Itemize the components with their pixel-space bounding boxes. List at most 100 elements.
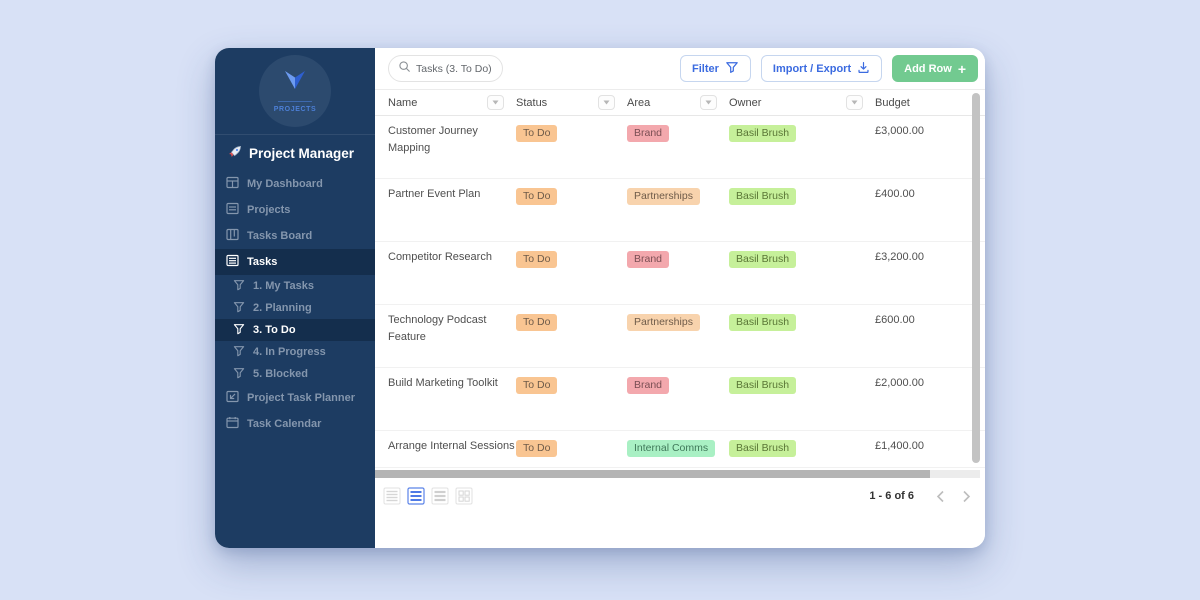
sidebar-item-label: 4. In Progress xyxy=(253,346,326,358)
column-menu-button[interactable] xyxy=(700,95,717,110)
vertical-scrollbar-thumb[interactable] xyxy=(972,93,980,463)
column-label: Owner xyxy=(729,96,762,109)
status-badge: To Do xyxy=(516,251,558,268)
chevron-left-icon[interactable] xyxy=(936,490,945,503)
sidebar-item-in-progress[interactable]: 4. In Progress xyxy=(215,341,375,363)
table-row[interactable]: Customer Journey Mapping To Do Brand Bas… xyxy=(375,116,985,179)
row-height-tall-icon[interactable] xyxy=(431,487,449,505)
funnel-icon xyxy=(233,301,245,316)
sidebar-item-planning[interactable]: 2. Planning xyxy=(215,297,375,319)
pagination-label: 1 - 6 of 6 xyxy=(869,490,914,502)
table-row[interactable]: Build Marketing Toolkit To Do Brand Basi… xyxy=(375,368,985,431)
column-menu-button[interactable] xyxy=(487,95,504,110)
table-header: Name Status Area Owner Budget xyxy=(375,90,985,116)
search-input[interactable] xyxy=(416,62,493,75)
cell-name: Customer Journey Mapping xyxy=(388,125,478,154)
owner-badge: Basil Brush xyxy=(729,377,797,394)
sidebar-item-projects[interactable]: Projects xyxy=(215,197,375,223)
funnel-icon xyxy=(233,279,245,294)
owner-badge: Basil Brush xyxy=(729,188,797,205)
row-height-toggle-group xyxy=(383,487,473,505)
cell-budget: £2,000.00 xyxy=(875,377,924,389)
cell-name: Partner Event Plan xyxy=(388,188,481,200)
area-badge: Partnerships xyxy=(627,188,700,205)
filter-button[interactable]: Filter xyxy=(680,55,751,82)
status-badge: To Do xyxy=(516,125,558,142)
import-export-button[interactable]: Import / Export xyxy=(760,55,883,82)
status-badge: To Do xyxy=(516,440,558,457)
sidebar-item-label: 2. Planning xyxy=(253,302,312,314)
table-footer: 1 - 6 of 6 xyxy=(375,480,985,512)
column-menu-button[interactable] xyxy=(846,95,863,110)
area-badge: Brand xyxy=(627,125,670,142)
app-title-label: Project Manager xyxy=(249,145,355,161)
tasks-icon xyxy=(226,254,239,270)
column-header-status: Status xyxy=(516,95,627,110)
search-box[interactable] xyxy=(388,55,503,82)
sidebar-item-label: My Dashboard xyxy=(247,178,323,190)
sidebar-item-to-do[interactable]: 3. To Do xyxy=(215,319,375,341)
calendar-icon xyxy=(226,416,239,432)
dashboard-icon xyxy=(226,176,239,192)
column-label: Budget xyxy=(875,96,910,109)
owner-badge: Basil Brush xyxy=(729,251,797,268)
sidebar-item-label: Task Calendar xyxy=(247,418,322,430)
main-panel: Filter Import / Export Add Row + xyxy=(375,48,985,548)
sidebar-item-label: 3. To Do xyxy=(253,324,296,336)
row-height-short-icon[interactable] xyxy=(383,487,401,505)
horizontal-scrollbar-thumb[interactable] xyxy=(375,470,930,478)
filter-funnel-icon xyxy=(725,61,739,77)
table-row[interactable]: Technology Podcast Feature To Do Partner… xyxy=(375,305,985,368)
app-title: Project Manager xyxy=(215,135,375,171)
area-badge: Brand xyxy=(627,377,670,394)
toolbar-buttons: Filter Import / Export Add Row + xyxy=(680,55,978,82)
planner-icon xyxy=(226,390,239,406)
column-header-budget: Budget xyxy=(875,97,985,109)
status-badge: To Do xyxy=(516,314,558,331)
horizontal-scrollbar-track xyxy=(375,470,980,478)
chevron-right-icon[interactable] xyxy=(962,490,971,503)
sidebar-item-project-task-planner[interactable]: Project Task Planner xyxy=(215,385,375,411)
sidebar-item-tasks-board[interactable]: Tasks Board xyxy=(215,223,375,249)
plus-icon: + xyxy=(957,60,966,77)
column-header-area: Area xyxy=(627,95,729,110)
board-icon xyxy=(226,228,239,244)
funnel-icon xyxy=(233,345,245,360)
app-window: PROJECTS Project Manager My Dashboard Pr… xyxy=(215,48,985,548)
cell-name: Technology Podcast Feature xyxy=(388,314,487,343)
cell-name: Arrange Internal Sessions xyxy=(388,440,515,452)
workspace-avatar: PROJECTS xyxy=(259,55,331,127)
logo-section: PROJECTS xyxy=(215,48,375,135)
table-row[interactable]: Partner Event Plan To Do Partnerships Ba… xyxy=(375,179,985,242)
sidebar-item-label: Tasks Board xyxy=(247,230,313,242)
sidebar-item-blocked[interactable]: 5. Blocked xyxy=(215,363,375,385)
funnel-icon xyxy=(233,367,245,382)
cell-name: Competitor Research xyxy=(388,251,492,263)
table-row[interactable]: Arrange Internal Sessions To Do Internal… xyxy=(375,431,985,468)
sidebar-nav: My Dashboard Projects Tasks Board Tasks … xyxy=(215,171,375,437)
add-row-button[interactable]: Add Row + xyxy=(892,55,978,82)
column-label: Status xyxy=(516,96,548,109)
area-badge: Partnerships xyxy=(627,314,700,331)
column-label: Area xyxy=(627,96,651,109)
table-row[interactable]: Competitor Research To Do Brand Basil Br… xyxy=(375,242,985,305)
owner-badge: Basil Brush xyxy=(729,440,797,457)
status-badge: To Do xyxy=(516,188,558,205)
chevron-logo-icon xyxy=(281,69,309,96)
toolbar: Filter Import / Export Add Row + xyxy=(375,48,985,90)
funnel-icon xyxy=(233,323,245,338)
grid-view-icon[interactable] xyxy=(455,487,473,505)
pagination: 1 - 6 of 6 xyxy=(869,490,971,503)
column-menu-button[interactable] xyxy=(598,95,615,110)
owner-badge: Basil Brush xyxy=(729,314,797,331)
sidebar-item-tasks[interactable]: Tasks xyxy=(215,249,375,275)
column-header-owner: Owner xyxy=(729,95,875,110)
sidebar: PROJECTS Project Manager My Dashboard Pr… xyxy=(215,48,375,548)
cell-budget: £3,000.00 xyxy=(875,125,924,137)
status-badge: To Do xyxy=(516,377,558,394)
sidebar-item-my-dashboard[interactable]: My Dashboard xyxy=(215,171,375,197)
sidebar-item-task-calendar[interactable]: Task Calendar xyxy=(215,411,375,437)
cell-budget: £1,400.00 xyxy=(875,440,924,452)
sidebar-item-my-tasks[interactable]: 1. My Tasks xyxy=(215,275,375,297)
row-height-medium-icon[interactable] xyxy=(407,487,425,505)
